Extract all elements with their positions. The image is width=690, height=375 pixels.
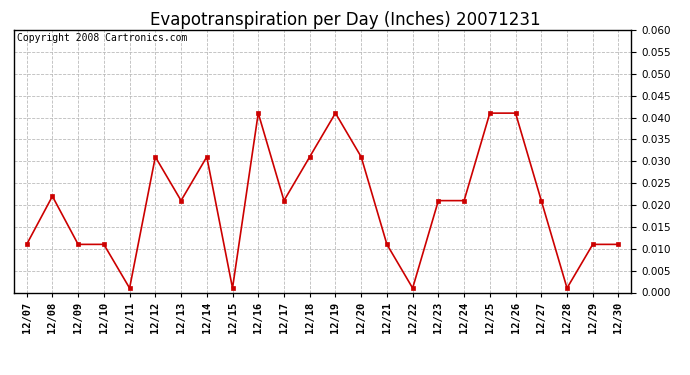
Text: Evapotranspiration per Day (Inches) 20071231: Evapotranspiration per Day (Inches) 2007… — [150, 11, 540, 29]
Text: Copyright 2008 Cartronics.com: Copyright 2008 Cartronics.com — [17, 33, 187, 43]
